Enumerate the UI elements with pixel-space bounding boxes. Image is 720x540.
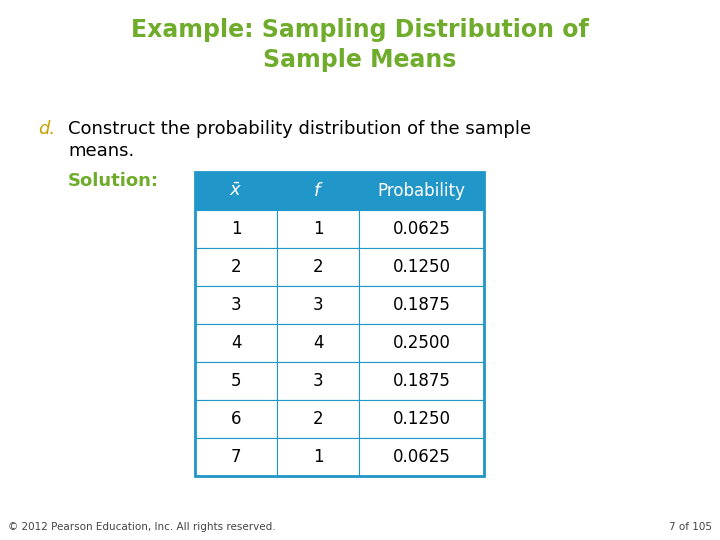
Text: means.: means.: [68, 142, 134, 160]
Text: $\bar{x}$: $\bar{x}$: [230, 182, 243, 200]
Bar: [359, 362, 484, 400]
Bar: [359, 248, 484, 286]
Bar: [277, 324, 359, 362]
Bar: [195, 438, 277, 476]
Text: 1: 1: [312, 448, 323, 466]
Text: 2: 2: [312, 410, 323, 428]
Text: 7 of 105: 7 of 105: [669, 522, 712, 532]
Bar: [277, 400, 359, 438]
Text: Probability: Probability: [377, 182, 465, 200]
Text: Example: Sampling Distribution of: Example: Sampling Distribution of: [131, 18, 589, 42]
Bar: [359, 438, 484, 476]
Bar: [277, 210, 359, 248]
Text: Construct the probability distribution of the sample: Construct the probability distribution o…: [68, 120, 531, 138]
Text: 4: 4: [230, 334, 241, 352]
Text: 0.1250: 0.1250: [392, 258, 451, 276]
Bar: [195, 248, 277, 286]
Text: 3: 3: [312, 296, 323, 314]
Text: 6: 6: [230, 410, 241, 428]
Bar: [195, 210, 277, 248]
Text: 2: 2: [230, 258, 241, 276]
Text: 3: 3: [312, 372, 323, 390]
Bar: [195, 362, 277, 400]
Text: Solution:: Solution:: [68, 172, 159, 190]
Bar: [359, 210, 484, 248]
Text: 0.2500: 0.2500: [392, 334, 451, 352]
Bar: [195, 172, 484, 476]
Text: $f$: $f$: [312, 182, 323, 200]
Bar: [277, 286, 359, 324]
Text: 0.0625: 0.0625: [392, 448, 451, 466]
Text: 3: 3: [230, 296, 241, 314]
Text: 1: 1: [230, 220, 241, 238]
Text: 7: 7: [230, 448, 241, 466]
Bar: [195, 172, 277, 210]
Text: 0.1875: 0.1875: [392, 372, 451, 390]
Bar: [195, 400, 277, 438]
Bar: [359, 324, 484, 362]
Text: d.: d.: [38, 120, 55, 138]
Bar: [277, 248, 359, 286]
Bar: [277, 362, 359, 400]
Bar: [359, 400, 484, 438]
Bar: [359, 286, 484, 324]
Bar: [277, 438, 359, 476]
Text: Sample Means: Sample Means: [264, 48, 456, 72]
Bar: [359, 172, 484, 210]
Text: 2: 2: [312, 258, 323, 276]
Bar: [277, 172, 359, 210]
Text: 0.0625: 0.0625: [392, 220, 451, 238]
Bar: [195, 324, 277, 362]
Text: 0.1875: 0.1875: [392, 296, 451, 314]
Text: 5: 5: [230, 372, 241, 390]
Text: 1: 1: [312, 220, 323, 238]
Text: 4: 4: [312, 334, 323, 352]
Text: © 2012 Pearson Education, Inc. All rights reserved.: © 2012 Pearson Education, Inc. All right…: [8, 522, 276, 532]
Text: 0.1250: 0.1250: [392, 410, 451, 428]
Bar: [195, 286, 277, 324]
